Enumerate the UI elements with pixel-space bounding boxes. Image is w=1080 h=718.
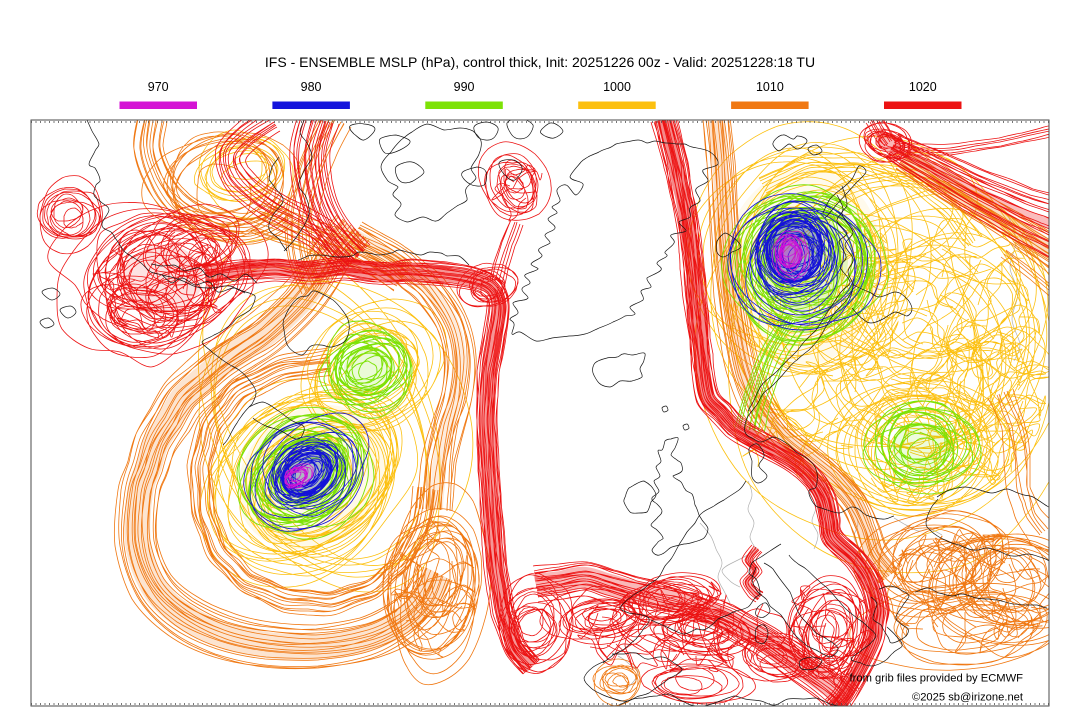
svg-text:from grib files provided by EC: from grib files provided by ECMWF xyxy=(850,673,1024,685)
svg-text:970: 970 xyxy=(148,80,169,94)
svg-text:990: 990 xyxy=(454,80,475,94)
svg-text:1000: 1000 xyxy=(603,80,631,94)
svg-text:980: 980 xyxy=(301,80,322,94)
svg-text:1020: 1020 xyxy=(909,80,937,94)
svg-text:1010: 1010 xyxy=(756,80,784,94)
svg-text:©2025 sb@irizone.net: ©2025 sb@irizone.net xyxy=(912,692,1024,704)
svg-text:IFS - ENSEMBLE MSLP (hPa), con: IFS - ENSEMBLE MSLP (hPa), control thick… xyxy=(265,54,815,70)
